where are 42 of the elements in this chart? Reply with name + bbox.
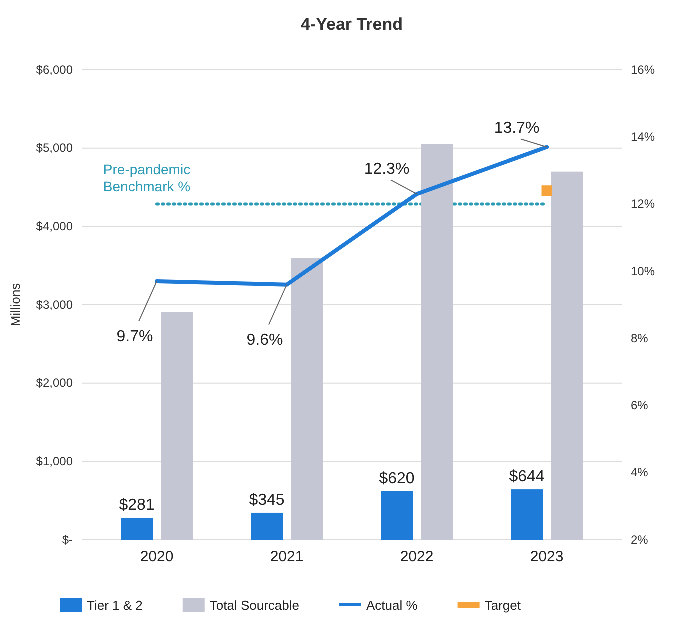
y-tick-label: $5,000 <box>36 141 74 156</box>
y2-tick-label: 8% <box>631 331 649 346</box>
x-tick-label: 2020 <box>140 548 174 566</box>
legend-label: Actual % <box>366 598 418 613</box>
data-label: $345 <box>249 492 285 509</box>
bar <box>381 491 413 540</box>
data-label: 9.7% <box>116 328 154 346</box>
bar <box>251 512 283 540</box>
bar <box>291 258 323 540</box>
y-tick-label: $1,000 <box>36 454 74 469</box>
data-label: $644 <box>509 468 545 486</box>
x-tick-label: 2022 <box>400 548 434 566</box>
y2-tick-label: 12% <box>631 197 656 212</box>
chart-title: 4-Year Trend <box>300 15 404 34</box>
y2-tick-label: 2% <box>631 532 649 547</box>
bar <box>421 144 453 540</box>
legend-label: Target <box>484 598 522 613</box>
y2-tick-label: 16% <box>631 62 656 77</box>
legend-label: Tier 1 & 2 <box>87 598 143 613</box>
y-tick-label: $4,000 <box>36 220 74 234</box>
data-label: $620 <box>379 470 415 488</box>
data-label: $281 <box>119 496 155 514</box>
data-label: 13.7% <box>494 120 540 138</box>
x-tick-label: 2021 <box>270 548 304 566</box>
y-tick-label: $3,000 <box>36 298 74 312</box>
y-axis-title: Millions <box>8 282 23 327</box>
ref-line-label: Pre-pandemic Benchmark % <box>103 161 191 194</box>
bar <box>511 490 543 540</box>
legend-label: Total Sourcable <box>210 598 300 613</box>
bar <box>551 172 583 540</box>
bar <box>121 518 153 540</box>
y-tick-label: $- <box>62 532 73 547</box>
y2-tick-label: 6% <box>631 398 649 413</box>
data-label: 9.6% <box>246 332 284 349</box>
data-label: 12.3% <box>364 161 410 178</box>
x-tick-label: 2023 <box>530 548 564 566</box>
y2-tick-label: 14% <box>631 130 656 144</box>
y-tick-label: $6,000 <box>36 62 74 77</box>
bar <box>161 312 193 540</box>
y-tick-label: $2,000 <box>36 376 74 390</box>
y2-tick-label: 10% <box>631 264 656 278</box>
y2-tick-label: 4% <box>631 466 649 480</box>
